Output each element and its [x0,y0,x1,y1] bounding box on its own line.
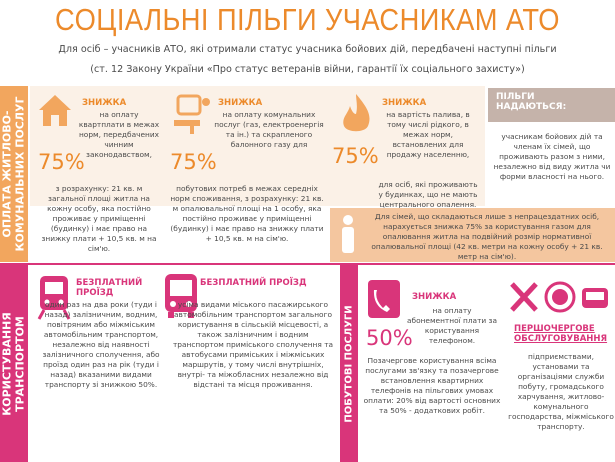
house-icon [39,95,71,126]
side-bar [0,86,28,262]
flame-icon [343,94,370,132]
side-label-line: КОМУНАЛЬНИХ ПОСЛУГ [13,96,26,252]
benefits-header: ПІЛЬГИ НАДАЮТЬСЯ: [488,88,615,122]
percent: 75% [38,150,85,174]
train-icon [37,276,71,320]
side-label: ПОБУТОВІ ПОСЛУГИ [343,305,355,423]
card-heading: ЗНИЖКА [412,292,457,302]
card-description: на вартість палива, в тому числі рідкого… [386,110,470,159]
card-heading: ЗНИЖКА [82,98,127,108]
subtitle: Для осіб – учасників АТО, які отримали с… [58,44,557,55]
card-description: на оплату абонементної плати за користув… [406,306,497,345]
percent: 75% [170,150,217,174]
section-background [30,86,485,206]
side-label-line: КОРИСТУВАННЯ [0,312,14,416]
card-details: з розрахунку: 21 кв. м загальної площі ж… [41,184,157,253]
tools-icon [510,281,608,313]
side-label-line: ОПЛАТА ЖИТЛОВО- [0,110,14,238]
percent: 75% [332,144,379,168]
card-heading: БЕЗПЛАТНИЙ ПРОЇЗД [200,278,307,288]
side-bar [0,265,28,462]
gas-note: Для сімей, що складаються лише з непраце… [371,212,603,261]
side-label: КОРИСТУВАННЯ ТРАНСПОРТОМ [0,312,26,416]
person-icon [342,215,354,253]
subtitle: (ст. 12 Закону України «Про статус ветер… [90,64,525,75]
card-text: підприємствами, установами та організаці… [508,352,614,431]
side-bar [340,265,358,462]
utilities-icon [174,94,210,134]
gas-note-box [330,208,615,262]
card-text: усіма видами міського пасажирського авто… [172,300,334,389]
divider [0,263,615,265]
card-text: Позачергове користування всіма послугами… [363,356,501,415]
card-heading: ЗНИЖКА [382,98,427,108]
card-details: побутових потреб в межах середніх норм с… [170,184,324,243]
card-heading: ПЕРШОЧЕРГОВЕ ОБСЛУГОВУВАННЯ [514,324,608,344]
benefits-text: учасникам бойових дій та членам їх сімей… [493,132,611,181]
benefits-heading: ПІЛЬГИ [496,92,535,102]
card-description: на оплату квартплати в межах норм, перед… [78,110,160,159]
benefits-heading: НАДАЮТЬСЯ: [496,102,567,112]
card-description: на оплату комунальних послуг (газ, елект… [214,110,324,149]
bus-icon [165,274,197,318]
card-heading: БЕЗПЛАТНИЙ ПРОЇЗД [76,278,143,298]
phone-icon [368,280,400,318]
side-label: ОПЛАТА ЖИТЛОВО- КОМУНАЛЬНИХ ПОСЛУГ [0,96,26,252]
card-details: для осіб, які проживають у будинках, що … [378,180,478,209]
title: СОЦІАЛЬНІ ПІЛЬГИ УЧАСНИКАМ АТО [55,2,560,37]
percent: 50% [366,326,413,350]
card-text: один раз на два роки (туди і назад) залі… [42,300,160,389]
card-heading: ЗНИЖКА [218,98,263,108]
side-label-line: ТРАНСПОРТОМ [13,316,26,412]
